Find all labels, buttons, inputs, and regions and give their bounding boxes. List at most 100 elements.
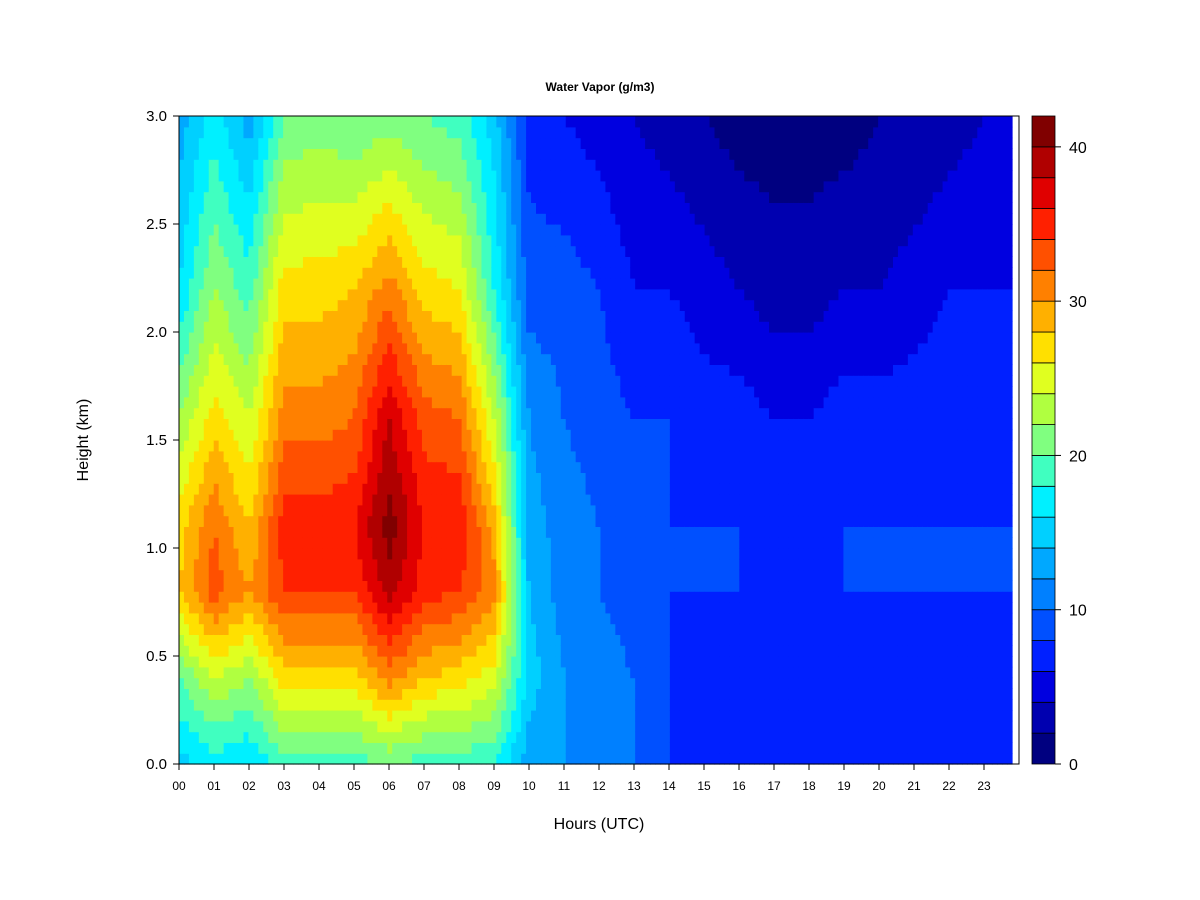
heatmap-cell: [298, 720, 304, 733]
heatmap-cell: [382, 450, 388, 463]
heatmap-cell: [203, 245, 210, 257]
heatmap-cell: [352, 159, 359, 171]
heatmap-cell: [213, 353, 220, 365]
heatmap-cell: [526, 656, 532, 668]
heatmap-cell: [223, 148, 230, 160]
heatmap-cell: [392, 450, 398, 463]
heatmap-cell: [526, 288, 532, 301]
heatmap-cell: [570, 440, 577, 452]
heatmap-cell: [486, 418, 492, 430]
heatmap-cell: [203, 461, 210, 473]
heatmap-cell: [179, 407, 185, 419]
heatmap-cell: [268, 224, 274, 236]
heatmap-cell: [560, 364, 567, 376]
heatmap-cell: [337, 245, 344, 257]
heatmap-cell: [560, 612, 567, 625]
heatmap-cell: [293, 720, 299, 733]
heatmap-cell: [188, 753, 195, 765]
heatmap-cell: [407, 353, 413, 365]
heatmap-cell: [293, 418, 299, 430]
heatmap-cell: [243, 569, 250, 581]
heatmap-cell: [421, 720, 428, 733]
heatmap-cell: [580, 612, 587, 625]
heatmap-cell: [278, 353, 284, 365]
heatmap-cell: [486, 245, 492, 257]
heatmap-cell: [565, 569, 572, 581]
heatmap-cell: [367, 558, 373, 571]
heatmap-cell: [531, 429, 537, 441]
heatmap-cell: [357, 494, 364, 506]
heatmap-cell: [476, 126, 483, 139]
heatmap-cell: [402, 407, 408, 419]
heatmap-cell: [298, 288, 304, 301]
heatmap-cell: [302, 580, 309, 592]
heatmap-cell: [228, 267, 235, 279]
heatmap-cell: [288, 342, 294, 355]
heatmap-cell: [258, 299, 264, 311]
heatmap-cell: [342, 569, 349, 581]
heatmap-cell: [312, 623, 319, 635]
heatmap-cell: [223, 396, 230, 409]
heatmap-cell: [273, 558, 279, 571]
heatmap-cell: [208, 375, 215, 387]
heatmap-cell: [466, 364, 473, 376]
heatmap-cell: [426, 364, 433, 376]
heatmap-cell: [506, 753, 512, 765]
heatmap-cell: [446, 731, 453, 743]
heatmap-cell: [342, 612, 349, 625]
heatmap-cell: [511, 180, 517, 193]
heatmap-cell: [441, 159, 448, 171]
heatmap-cell: [585, 612, 592, 625]
heatmap-cell: [278, 267, 284, 279]
heatmap-cell: [402, 202, 408, 214]
heatmap-cell: [402, 180, 408, 193]
heatmap-cell: [476, 537, 483, 549]
heatmap-cell: [362, 526, 369, 538]
heatmap-cell: [575, 537, 582, 549]
heatmap-cell: [417, 278, 423, 290]
heatmap-cell: [516, 386, 522, 398]
heatmap-cell: [392, 170, 398, 182]
heatmap-cell: [233, 483, 240, 495]
heatmap-cell: [451, 645, 458, 657]
heatmap-cell: [486, 526, 492, 538]
heatmap-cell: [183, 731, 190, 743]
heatmap-cell: [387, 450, 393, 463]
heatmap-cell: [516, 580, 522, 592]
heatmap-cell: [317, 256, 324, 268]
heatmap-cell: [476, 137, 483, 149]
heatmap-cell: [550, 386, 557, 398]
heatmap-cell: [382, 548, 388, 560]
heatmap-cell: [253, 148, 259, 160]
heatmap-cell: [203, 526, 210, 538]
heatmap-cell: [367, 288, 373, 301]
heatmap-cell: [362, 623, 369, 635]
heatmap-cell: [436, 429, 443, 441]
heatmap-cell: [179, 396, 185, 409]
heatmap-cell: [273, 267, 279, 279]
heatmap-cell: [327, 245, 334, 257]
heatmap-cell: [412, 256, 418, 268]
heatmap-cell: [208, 612, 215, 625]
heatmap-cell: [426, 159, 433, 171]
heatmap-cell: [560, 494, 567, 506]
heatmap-cell: [327, 450, 334, 463]
heatmap-cell: [322, 245, 329, 257]
heatmap-cell: [213, 504, 220, 517]
heatmap-cell: [466, 537, 473, 549]
heatmap-cell: [183, 213, 190, 225]
heatmap-cell: [392, 569, 398, 581]
heatmap-cell: [382, 353, 388, 365]
heatmap-cell: [347, 364, 354, 376]
heatmap-cell: [521, 656, 527, 668]
heatmap-cell: [491, 429, 497, 441]
heatmap-cell: [208, 148, 215, 160]
heatmap-cell: [302, 569, 309, 581]
heatmap-cell: [456, 548, 463, 560]
heatmap-cell: [188, 699, 195, 711]
heatmap-cell: [263, 245, 269, 257]
heatmap-cell: [372, 137, 378, 149]
heatmap-cell: [466, 699, 473, 711]
heatmap-cell: [302, 278, 309, 290]
heatmap-cell: [377, 515, 383, 527]
